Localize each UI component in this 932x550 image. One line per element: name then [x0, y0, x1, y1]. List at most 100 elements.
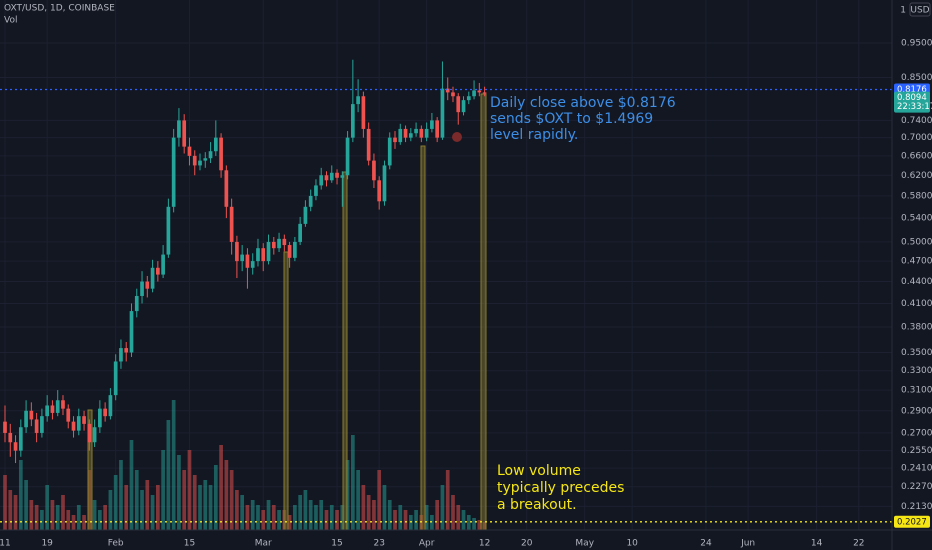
y-tick-label: 0.2550: [901, 446, 932, 456]
volume-bar: [208, 485, 213, 530]
candle-body: [161, 254, 165, 275]
candle-body: [377, 180, 382, 202]
candle-body: [13, 442, 18, 451]
level-label: 0.2027: [897, 517, 927, 527]
y-tick-label: 0.3100: [901, 386, 932, 396]
y-tick-label: 0.5400: [901, 214, 932, 224]
volume-bar: [92, 500, 97, 530]
volume-bar: [18, 460, 23, 530]
candle-body: [482, 92, 487, 94]
candle-body: [24, 410, 28, 428]
x-tick-label: 12: [479, 539, 490, 549]
volume-bar: [182, 470, 187, 530]
candle-body: [34, 419, 39, 433]
candle-body: [372, 160, 376, 181]
symbol: OXT/USD, 1D, COINBASE: [4, 4, 115, 14]
volume-bar: [329, 505, 334, 530]
candle-body: [76, 416, 81, 431]
candle-body: [282, 238, 287, 246]
volume-bar: [477, 520, 482, 530]
candle-body: [266, 241, 271, 262]
volume-bar: [161, 450, 165, 530]
candle-body: [66, 408, 71, 422]
y-tick-label: 0.2900: [901, 406, 932, 416]
volume-bar: [298, 495, 302, 530]
candle-body: [461, 100, 466, 113]
volume-bar: [472, 518, 476, 530]
x-tick-label: 23: [373, 539, 384, 549]
volume-bar: [150, 495, 155, 530]
y-tick-label: 0.4700: [901, 257, 932, 267]
candle-body: [208, 151, 213, 159]
annotation-breakout: sends $OXT to $1.4969: [490, 111, 653, 127]
x-tick-label: 19: [41, 539, 53, 549]
candle-body: [335, 172, 339, 178]
candle-body: [472, 90, 476, 97]
volume-bar: [256, 505, 260, 530]
candle-body: [403, 128, 408, 138]
volume-pane: [3, 400, 487, 530]
currency-box: [909, 2, 931, 17]
candle-body: [456, 96, 461, 113]
candle-body: [277, 238, 281, 249]
candle-body: [145, 281, 150, 289]
candle-body: [92, 427, 97, 443]
candle-body: [61, 400, 65, 409]
candle-body: [240, 254, 245, 262]
candle-body: [82, 416, 86, 424]
candle-body: [182, 120, 187, 147]
candle-body: [71, 421, 76, 431]
volume-bar: [451, 495, 455, 530]
candle-body: [298, 223, 302, 242]
y-tick-label: 0.5000: [901, 237, 932, 247]
candle-body: [340, 175, 345, 178]
volume-bar: [224, 460, 229, 530]
candle-body: [198, 160, 202, 166]
candle-body: [451, 92, 455, 97]
volume-bar: [250, 500, 255, 530]
volume-bar: [177, 455, 181, 530]
volume-bar: [61, 495, 65, 530]
candle-body: [256, 248, 260, 262]
volume-bar: [308, 500, 313, 530]
volume-bar: [129, 440, 134, 530]
volume-bar: [29, 500, 34, 530]
volume-bar: [461, 510, 466, 530]
candle-body: [134, 295, 139, 312]
volume-label: Vol: [4, 16, 17, 26]
volume-bar: [398, 505, 403, 530]
volume-bar: [198, 485, 202, 530]
y-tick-label: 0.8500: [901, 73, 932, 83]
volume-bar: [171, 400, 176, 530]
x-tick-label: May: [575, 539, 594, 549]
candle-body: [119, 348, 123, 362]
candle-body: [319, 175, 324, 186]
volume-bar: [335, 510, 339, 530]
candle-body: [140, 281, 144, 296]
y-tick-label: 0.7400: [901, 116, 932, 126]
y-tick-label: 0.2700: [901, 428, 932, 438]
y-tick-label: 0.6600: [901, 151, 932, 161]
y-tick-label: 0.3500: [901, 348, 932, 358]
volume-bar: [414, 510, 418, 530]
candle-body: [408, 133, 413, 138]
y-tick-label: 0.2410: [901, 464, 932, 474]
volume-bar: [314, 505, 318, 530]
candle-body: [55, 400, 60, 413]
candle-body: [356, 96, 360, 105]
volume-bar: [103, 505, 107, 530]
volume-bar: [156, 485, 160, 530]
candle-body: [124, 348, 129, 353]
volume-bar: [382, 485, 387, 530]
candle-body: [171, 137, 176, 207]
volume-marker: [420, 145, 426, 531]
volume-bar: [140, 490, 144, 530]
candle-body: [303, 206, 308, 224]
volume-bar: [340, 505, 345, 530]
candle-body: [440, 88, 445, 138]
volume-bar: [361, 485, 366, 530]
volume-bar: [40, 510, 44, 530]
volume-marker: [342, 171, 348, 531]
x-tick-label: Jun: [740, 539, 755, 549]
